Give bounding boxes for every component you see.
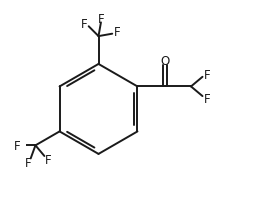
Text: O: O [161,55,170,68]
Text: F: F [204,69,210,82]
Text: F: F [204,92,210,105]
Text: F: F [98,13,104,26]
Text: F: F [25,156,32,169]
Text: F: F [81,18,87,31]
Text: F: F [45,154,52,166]
Text: F: F [14,139,20,152]
Text: F: F [114,26,120,39]
